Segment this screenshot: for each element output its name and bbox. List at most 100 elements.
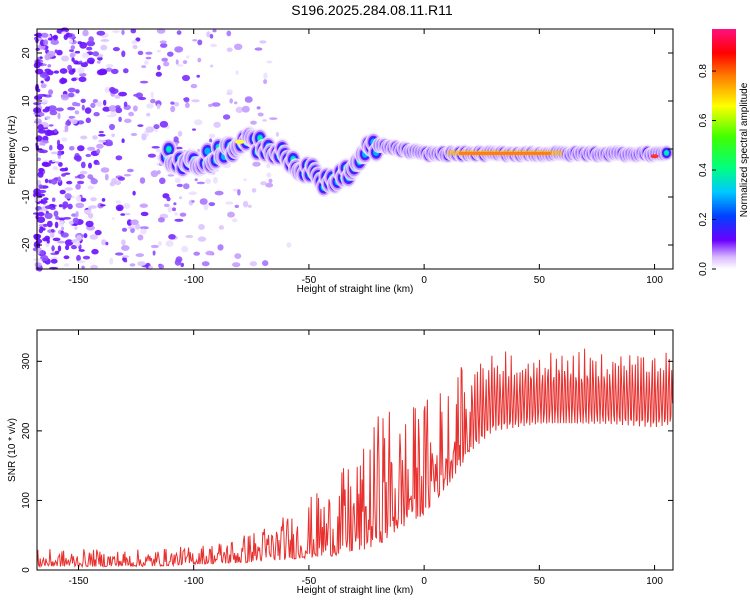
spectrogram-noise-blob — [100, 167, 110, 173]
spectrogram-noise-blob — [135, 253, 144, 257]
spectrogram-noise-blob — [63, 263, 70, 267]
spectrogram-noise-blob — [196, 181, 205, 185]
spectrogram-noise-blob — [243, 178, 247, 182]
spectrogram-noise-blob — [247, 204, 252, 208]
spectrogram-noise-blob — [93, 112, 100, 117]
spectrogram-noise-blob — [214, 190, 224, 196]
spectrogram-noise-blob — [128, 111, 135, 117]
spectrogram-noise-blob — [173, 102, 180, 107]
spectrogram-noise-blob — [199, 198, 208, 205]
spectrogram-noise-blob — [87, 221, 92, 226]
spectrogram-noise-blob — [167, 174, 175, 177]
spectrogram-noise-blob — [99, 204, 106, 207]
spectrogram-noise-blob — [180, 262, 184, 268]
spectrogram-noise-blob — [194, 119, 203, 126]
spectrogram-noise-blob — [139, 80, 149, 84]
spectrogram-noise-blob — [185, 102, 190, 109]
spectrogram-noise-blob — [51, 159, 56, 162]
spectrogram-noise-blob — [112, 47, 120, 52]
colorbar-tick-label: 0.6 — [698, 113, 709, 127]
spectrogram-noise-blob — [86, 46, 93, 51]
spectrogram-noise-blob — [163, 61, 170, 67]
spectrogram-noise-blob — [56, 143, 64, 151]
spectrogram-noise-blob — [98, 130, 104, 134]
spectrogram-noise-blob — [48, 37, 53, 41]
spectrogram-noise-blob — [60, 94, 70, 101]
spectrogram-y-tick-label: 20 — [21, 47, 32, 59]
spectrogram-noise-blob — [157, 64, 161, 71]
spectrogram-noise-blob — [104, 86, 112, 93]
spectrogram-noise-blob — [129, 263, 136, 267]
spectrogram-noise-blob — [217, 244, 224, 251]
spectrogram-x-tick-label: -100 — [184, 275, 204, 286]
spectrogram-noise-blob — [44, 178, 49, 184]
colorbar-ticks: 0.0 0.2 0.4 0.6 0.8 — [698, 64, 716, 276]
spectrogram-noise-blob — [50, 151, 59, 155]
snr-y-ticks: 0 100 200 300 — [21, 353, 673, 573]
snr-y-label: SNR (10 * v/v) — [7, 418, 18, 482]
spectrogram-noise-blob — [158, 264, 165, 270]
spectrogram-noise-blob — [37, 189, 47, 194]
spectrogram-noise-blob — [73, 155, 81, 161]
spectrogram-noise-blob — [59, 189, 66, 195]
spectrogram-noise-blob — [87, 146, 96, 151]
spectrogram-noise-blob — [51, 197, 56, 202]
spectrogram-noise-blob — [190, 83, 198, 89]
spectrogram-noise-blob — [168, 234, 176, 240]
spectrogram-noise-blob — [59, 68, 68, 74]
spectrogram-noise-blob — [158, 241, 162, 246]
spectrogram-noise-blob — [51, 245, 55, 252]
spectrogram-noise-blob — [140, 211, 149, 217]
spectrogram-noise-blob — [197, 39, 203, 46]
spectrogram-noise-blob — [115, 107, 123, 114]
spectrogram-noise-blob — [235, 70, 239, 75]
spectrogram-noise-blob — [39, 142, 46, 146]
spectrogram-noise-blob — [108, 105, 117, 112]
spectrogram-noise-blob — [209, 33, 214, 39]
spectrogram-noise-blob — [205, 178, 211, 184]
spectrogram-noise-blob — [50, 229, 55, 233]
spectrogram-noise-blob — [80, 161, 86, 169]
spectrogram-noise-blob — [132, 44, 138, 50]
spectrogram-noise-blob — [132, 190, 136, 196]
spectrogram-x-tick-label: -150 — [68, 275, 88, 286]
spectrogram-noise-blob — [68, 115, 76, 119]
spectrogram-noise-blob — [235, 106, 244, 113]
spectrogram-noise-blob — [133, 105, 138, 112]
spectrogram-noise-blob — [176, 64, 184, 67]
spectrogram-noise-blob — [50, 258, 58, 264]
spectrogram-noise-blob — [89, 234, 99, 240]
spectrogram-noise-blob — [77, 180, 85, 185]
spectrogram-noise-blob — [56, 49, 63, 56]
spectrogram-noise-blob — [210, 64, 214, 68]
spectrogram-noise-blob — [123, 203, 131, 209]
spectrogram-x-tick-label: 50 — [534, 275, 546, 286]
spectrogram-noise-blob — [46, 220, 53, 228]
spectrogram-noise-blob — [40, 32, 49, 38]
spectrogram-noise-blob — [174, 212, 179, 216]
spectrogram-noise-blob — [67, 64, 72, 71]
spectrogram-noise-blob — [74, 110, 80, 115]
spectrogram-x-tick-label: 100 — [646, 275, 663, 286]
spectrogram-noise-blob — [57, 112, 61, 120]
spectrogram-noise-blob — [212, 29, 217, 33]
spectrogram-noise-blob — [226, 47, 233, 53]
spectrogram-noise-blob — [57, 176, 62, 183]
spectrogram-noise-blob — [254, 47, 263, 51]
spectrogram-noise-blob — [210, 43, 218, 48]
spectrogram-noise-blob — [68, 33, 73, 37]
spectrogram-noise-blob — [64, 187, 73, 191]
spectrogram-ridge-blob — [166, 146, 172, 152]
spectrogram-noise-blob — [130, 227, 135, 234]
spectrogram-noise-blob — [198, 224, 205, 230]
spectrogram-noise-blob — [234, 43, 243, 50]
spectrogram-noise-blob — [96, 148, 101, 154]
spectrogram-noise-blob — [133, 93, 141, 97]
snr-x-tick-label: -50 — [302, 576, 317, 587]
spectrogram-noise-blob — [268, 178, 273, 184]
spectrogram-noise-blob — [123, 68, 129, 74]
spectrogram-noise-blob — [260, 181, 267, 186]
spectrogram-noise-blob — [91, 248, 99, 255]
spectrogram-noise-blob — [92, 99, 99, 104]
